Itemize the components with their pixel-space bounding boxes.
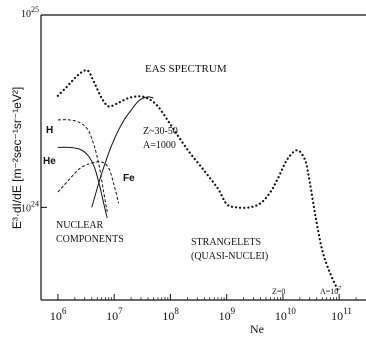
chart-title: EAS SPECTRUM [145,63,227,75]
label-z-range: Z~30-50 [143,126,178,137]
x-tick-label-0: 106 [50,306,67,323]
chart-series [56,68,341,294]
label-nuclear: NUCLEAR [56,220,104,231]
series-line-z-30-50 [91,96,154,208]
y-tick-label-0: 1024 [21,199,39,214]
y-tick-label-1: 1025 [21,5,39,20]
series-line-h [57,119,108,212]
label-a-1000: A=1000 [143,140,176,151]
y-axis-label: E³·dI/dE [m⁻²sec⁻¹sr⁻¹eV²] [10,87,24,229]
label-fe: Fe [123,173,135,184]
plot-axes [40,14,366,301]
x-tick-label-2: 108 [162,306,179,323]
label-he: He [43,156,56,167]
label-components: COMPONENTS [56,234,124,245]
x-tick-label-4: 1010 [275,306,297,323]
series-line-fe [57,161,120,204]
x-tick-label-1: 107 [106,306,123,323]
series-line-he [57,146,108,219]
x-tick-label-5: 1011 [331,306,352,323]
label-z0: Z=0 [272,287,285,296]
x-tick-label-3: 109 [219,306,236,323]
label-h: H [46,125,53,136]
axis-ticks: 106 107 108 109 1010 1011 1024 1025 [21,5,357,323]
label-strangelets: STRANGELETS [191,237,261,248]
label-a-1e7: A=107 [320,286,341,296]
label-quasi-nuclei: (QUASI-NUCLEI) [191,251,268,262]
x-axis-label: Ne [250,322,264,336]
